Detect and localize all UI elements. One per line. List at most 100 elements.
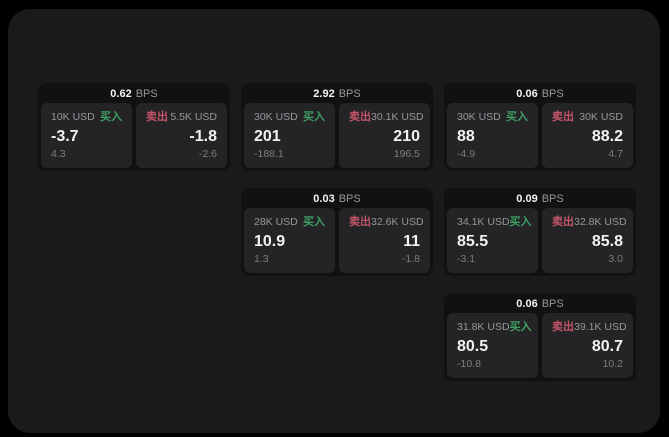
- buy-side-label: 买入: [509, 216, 532, 228]
- bps-unit-label: BPS: [338, 88, 361, 100]
- buy-price: 201: [254, 128, 281, 145]
- bps-header: 0.03 BPS: [244, 191, 430, 208]
- bps-header: 0.06 BPS: [447, 86, 633, 103]
- buy-tile[interactable]: 10K USD 买入 -3.7 4.3: [41, 103, 132, 168]
- bps-unit-label: BPS: [338, 193, 361, 205]
- buy-tile[interactable]: 30K USD 买入 88 -4.9: [447, 103, 538, 168]
- sell-tile-header: 卖出 30.1K USD: [349, 111, 424, 124]
- quote-card: 0.62 BPS 10K USD 买入 -3.7 4.3 卖出 5.5K USD: [38, 83, 230, 171]
- quote-card: 2.92 BPS 30K USD 买入 201 -188.1 卖出 30.1K …: [241, 83, 433, 171]
- sell-price: 85.8: [591, 233, 623, 250]
- quotes-grid: 0.62 BPS 10K USD 买入 -3.7 4.3 卖出 5.5K USD: [38, 83, 636, 381]
- sell-delta: 4.7: [608, 148, 623, 160]
- quote-card: 0.09 BPS 34.1K USD 买入 85.5 -3.1 卖出 32.8K…: [444, 188, 636, 276]
- sell-tile-header: 卖出 32.6K USD: [349, 216, 424, 229]
- buy-delta: 4.3: [51, 148, 66, 160]
- buy-side-label: 买入: [303, 216, 325, 228]
- bps-value: 0.09: [516, 193, 538, 205]
- buy-delta: 1.3: [254, 253, 269, 265]
- sell-side-label: 卖出: [349, 216, 371, 228]
- buy-price: 85.5: [457, 233, 489, 250]
- app-panel: 0.62 BPS 10K USD 买入 -3.7 4.3 卖出 5.5K USD: [8, 9, 660, 433]
- buy-tile-header: 34.1K USD 买入: [457, 216, 532, 229]
- bps-value: 0.03: [313, 193, 335, 205]
- sell-delta: 196.5: [393, 148, 420, 160]
- buy-side-label: 买入: [509, 321, 532, 333]
- sell-amount-label: 5.5K USD: [170, 111, 217, 123]
- quote-card: 0.06 BPS 31.8K USD 买入 80.5 -10.8 卖出 39.1…: [444, 293, 636, 381]
- bps-header: 0.09 BPS: [447, 191, 633, 208]
- sell-side-label: 卖出: [552, 321, 574, 333]
- buy-tile-header: 10K USD 买入: [51, 111, 122, 124]
- sell-tile[interactable]: 卖出 5.5K USD -1.8 -2.6: [136, 103, 227, 168]
- buy-price: 10.9: [254, 233, 286, 250]
- buy-amount-label: 28K USD: [254, 216, 298, 228]
- buy-side-label: 买入: [100, 111, 122, 123]
- sell-tile[interactable]: 卖出 32.8K USD 85.8 3.0: [542, 208, 633, 273]
- sell-tile-header: 卖出 39.1K USD: [552, 321, 627, 334]
- buy-tile-header: 30K USD 买入: [254, 111, 325, 124]
- buy-tile[interactable]: 30K USD 买入 201 -188.1: [244, 103, 335, 168]
- bps-value: 2.92: [313, 88, 335, 100]
- buy-price: -3.7: [51, 128, 79, 145]
- bps-unit-label: BPS: [541, 298, 564, 310]
- sell-delta: 10.2: [602, 358, 623, 370]
- buy-delta: -3.1: [457, 253, 476, 265]
- buy-tile[interactable]: 34.1K USD 买入 85.5 -3.1: [447, 208, 538, 273]
- buy-tile-header: 28K USD 买入: [254, 216, 325, 229]
- sell-price: 11: [403, 233, 420, 250]
- bps-value: 0.62: [110, 88, 132, 100]
- quote-card: 0.03 BPS 28K USD 买入 10.9 1.3 卖出 32.6K US…: [241, 188, 433, 276]
- buy-tile-header: 30K USD 买入: [457, 111, 528, 124]
- buy-delta: -4.9: [457, 148, 476, 160]
- buy-amount-label: 30K USD: [457, 111, 501, 123]
- quote-card-body: 10K USD 买入 -3.7 4.3 卖出 5.5K USD -1.8 -2.…: [41, 103, 227, 168]
- sell-amount-label: 30.1K USD: [371, 111, 424, 123]
- sell-tile-header: 卖出 32.8K USD: [552, 216, 627, 229]
- buy-delta: -10.8: [457, 358, 481, 370]
- sell-side-label: 卖出: [552, 111, 574, 123]
- sell-side-label: 卖出: [349, 111, 371, 123]
- buy-tile-header: 31.8K USD 买入: [457, 321, 532, 334]
- buy-side-label: 买入: [303, 111, 325, 123]
- sell-tile[interactable]: 卖出 30K USD 88.2 4.7: [542, 103, 633, 168]
- sell-amount-label: 39.1K USD: [574, 321, 627, 333]
- sell-tile[interactable]: 卖出 32.6K USD 11 -1.8: [339, 208, 430, 273]
- sell-amount-label: 32.6K USD: [371, 216, 424, 228]
- sell-amount-label: 32.8K USD: [574, 216, 627, 228]
- buy-tile[interactable]: 31.8K USD 买入 80.5 -10.8: [447, 313, 538, 378]
- sell-tile[interactable]: 卖出 39.1K USD 80.7 10.2: [542, 313, 633, 378]
- sell-tile-header: 卖出 30K USD: [552, 111, 623, 124]
- bps-unit-label: BPS: [541, 88, 564, 100]
- sell-tile-header: 卖出 5.5K USD: [146, 111, 217, 124]
- buy-delta: -188.1: [254, 148, 284, 160]
- quote-card-body: 28K USD 买入 10.9 1.3 卖出 32.6K USD 11 -1.8: [244, 208, 430, 273]
- bps-unit-label: BPS: [541, 193, 564, 205]
- quote-card-body: 30K USD 买入 201 -188.1 卖出 30.1K USD 210 1…: [244, 103, 430, 168]
- quote-card-body: 31.8K USD 买入 80.5 -10.8 卖出 39.1K USD 80.…: [447, 313, 633, 378]
- sell-price: 80.7: [591, 338, 623, 355]
- buy-side-label: 买入: [506, 111, 528, 123]
- sell-delta: -1.8: [401, 253, 420, 265]
- buy-price: 88: [457, 128, 475, 145]
- sell-price: 88.2: [591, 128, 623, 145]
- bps-unit-label: BPS: [135, 88, 158, 100]
- sell-amount-label: 30K USD: [579, 111, 623, 123]
- buy-amount-label: 34.1K USD: [457, 216, 510, 228]
- buy-tile[interactable]: 28K USD 买入 10.9 1.3: [244, 208, 335, 273]
- bps-header: 2.92 BPS: [244, 86, 430, 103]
- buy-amount-label: 10K USD: [51, 111, 95, 123]
- sell-delta: -2.6: [198, 148, 217, 160]
- bps-value: 0.06: [516, 298, 538, 310]
- sell-delta: 3.0: [608, 253, 623, 265]
- quote-card-body: 30K USD 买入 88 -4.9 卖出 30K USD 88.2 4.7: [447, 103, 633, 168]
- bps-header: 0.62 BPS: [41, 86, 227, 103]
- sell-tile[interactable]: 卖出 30.1K USD 210 196.5: [339, 103, 430, 168]
- quote-card: 0.06 BPS 30K USD 买入 88 -4.9 卖出 30K USD: [444, 83, 636, 171]
- quote-card-body: 34.1K USD 买入 85.5 -3.1 卖出 32.8K USD 85.8…: [447, 208, 633, 273]
- buy-price: 80.5: [457, 338, 489, 355]
- buy-amount-label: 30K USD: [254, 111, 298, 123]
- sell-side-label: 卖出: [552, 216, 574, 228]
- sell-side-label: 卖出: [146, 111, 168, 123]
- sell-price: -1.8: [189, 128, 217, 145]
